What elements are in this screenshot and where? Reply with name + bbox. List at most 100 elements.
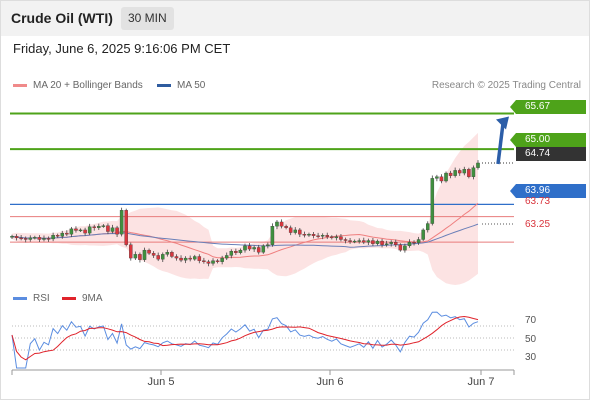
timeframe-badge[interactable]: 30 MIN [121,7,174,30]
candle-up [51,235,55,240]
candle-down [129,244,133,259]
candle-up [87,226,92,234]
candle-down [316,235,320,237]
rsi-tick-70: 70 [525,315,537,326]
level-tag-2: 65.00 [510,133,586,147]
candle-up [320,235,325,237]
candle-down [37,237,42,240]
candle-down [467,169,471,177]
candle-up [119,210,124,235]
x-label-jun6: Jun 6 [316,376,344,388]
level-tag-4: 63.96 [510,184,586,198]
candle-down [311,234,316,236]
candle-up [78,229,83,232]
candle-down [23,238,28,240]
candle-up [220,257,224,262]
candle-up [435,176,439,179]
ma50-label: MA 50 [177,80,206,91]
candle-up [357,240,361,242]
candle-down [343,239,348,241]
candle-down [179,257,183,261]
candle-down [202,260,206,262]
candle-down [439,176,444,182]
candle-up [60,232,65,237]
candle-up [252,247,256,250]
rsi-ma-label: 9MA [82,293,103,304]
candle-down [106,225,110,232]
candle-up [211,260,215,264]
last-price-tag: 64.74 [516,147,586,161]
candle-up [192,256,197,260]
candle-up [275,221,279,227]
candle-down [457,170,462,174]
candle-up [403,245,407,251]
candle-up [416,239,421,243]
projection-arrow-shaft [496,123,505,165]
candle-up [183,257,188,261]
candle-down [298,229,302,235]
candle-down [288,227,293,233]
source-credit: Research © 2025 Trading Central [431,80,581,91]
candle-up [33,237,37,239]
candle-up [261,245,266,253]
candle-down [124,210,128,245]
candle-down [330,236,334,239]
level-tag-5: 63.73 [525,196,551,207]
timestamp: Friday, June 6, 2025 9:16:06 PM CET [13,41,231,56]
candle-down [448,172,453,176]
candle-down [412,241,416,244]
chart-header: Crude Oil (WTI) 30 MIN [0,0,590,36]
candle-up [352,240,357,243]
candle-up [133,254,138,259]
candle-up [366,240,371,243]
candle-up [453,170,457,176]
candle-down [46,238,51,240]
candle-up [389,241,393,244]
x-label-jun7: Jun 7 [467,376,495,388]
candle-down [215,260,220,262]
candle-up [224,255,229,259]
ma20-label: MA 20 + Bollinger Bands [33,80,143,91]
candle-up [430,178,435,224]
candle-up [444,172,448,182]
ma20-swatch [13,84,27,87]
candle-up [165,252,170,255]
candle-up [101,225,106,227]
candle-up [243,245,247,251]
candle-down [325,235,329,237]
candle-down [362,240,366,243]
candle-down [138,254,142,260]
candle-down [398,244,403,251]
candle-down [170,252,174,257]
candle-down [83,229,87,234]
candle-down [174,256,179,259]
candle-up [266,244,270,247]
candle-down [65,232,69,235]
rsi-label: RSI [33,293,50,304]
candle-down [256,247,261,253]
candle-up [28,237,33,240]
candle-up [142,249,147,260]
candle-down [74,228,78,231]
candle-down [151,253,156,256]
legend-rsi-ma: 9MA [62,293,103,304]
rsi-ma-swatch [62,297,76,300]
candle-down [234,251,238,253]
candle-down [302,234,307,236]
candle-down [19,237,23,240]
candle-up [229,251,234,256]
candle-down [197,256,202,261]
candle-up [10,236,14,238]
ma50-swatch [157,84,171,87]
legend-ma50: MA 50 [157,80,205,91]
candle-down [339,236,343,240]
candle-down [156,255,160,260]
candle-down [92,226,96,228]
rsi-tick-30: 30 [525,352,537,363]
projection-arrow-head [496,116,509,130]
candle-down [284,226,288,228]
candle-down [380,240,384,245]
candle-up [110,227,115,232]
rsi-swatch [13,297,27,300]
